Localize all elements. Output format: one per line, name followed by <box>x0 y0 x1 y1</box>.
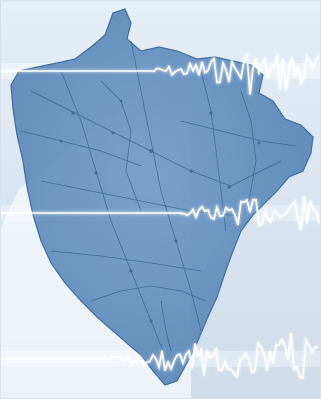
region-map-icon <box>10 8 314 386</box>
wave-trace-middle <box>1 196 320 231</box>
seismograph-trace-icon <box>1 52 320 379</box>
wave-trace-bottom <box>1 333 319 379</box>
wave-trace-top <box>1 52 320 95</box>
